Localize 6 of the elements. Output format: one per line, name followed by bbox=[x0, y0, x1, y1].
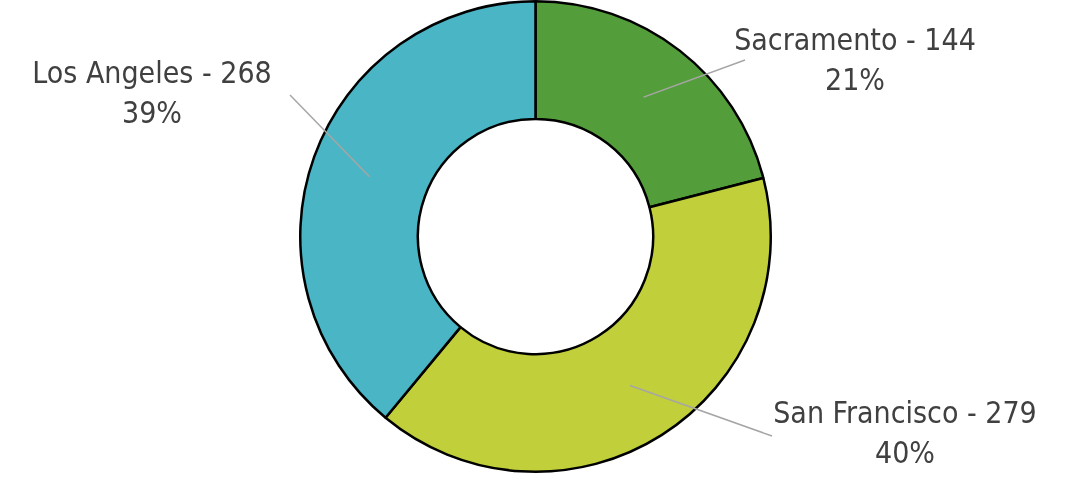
data-label: 39% bbox=[122, 94, 182, 130]
slice-label: San Francisco - 279 bbox=[773, 394, 1037, 430]
slice-label: Los Angeles - 268 bbox=[32, 54, 272, 90]
data-label: 21% bbox=[825, 61, 885, 97]
slice-label: Sacramento - 144 bbox=[734, 21, 976, 57]
data-label: 40% bbox=[875, 434, 935, 470]
